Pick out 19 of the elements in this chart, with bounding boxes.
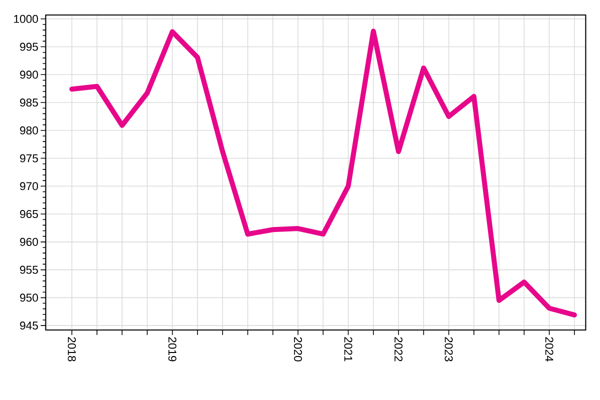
x-tick-label: 2022 bbox=[394, 337, 403, 362]
y-tick-label: 985 bbox=[20, 98, 38, 107]
x-tick-label: 2024 bbox=[545, 337, 554, 362]
y-tick-label: 970 bbox=[20, 182, 38, 190]
y-tick-label: 990 bbox=[20, 70, 38, 79]
x-tick-label: 2020 bbox=[294, 337, 302, 362]
y-tick-label: 950 bbox=[20, 294, 38, 302]
x-tick-label: 2019 bbox=[168, 337, 176, 362]
y-tick-label: 955 bbox=[20, 266, 38, 274]
y-tick-label: 965 bbox=[20, 210, 38, 218]
x-tick-label: 2018 bbox=[68, 337, 76, 362]
y-tick-label: 960 bbox=[20, 238, 38, 246]
y-tick-label: 995 bbox=[20, 42, 38, 51]
x-tick-label: 2023 bbox=[444, 337, 453, 362]
y-tick-label: 945 bbox=[20, 322, 38, 330]
y-tick-label: 1000 bbox=[14, 14, 38, 23]
y-tick-label: 975 bbox=[20, 154, 38, 162]
y-tick-label: 980 bbox=[20, 126, 38, 134]
x-tick-label: 2021 bbox=[344, 337, 352, 362]
